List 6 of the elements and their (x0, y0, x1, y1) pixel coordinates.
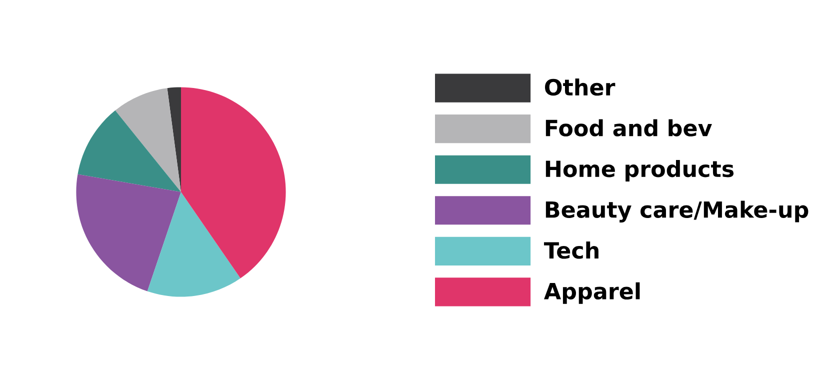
legend-label: Apparel (544, 282, 640, 304)
legend-label: Home products (546, 160, 734, 182)
legend-label: Other (544, 78, 616, 96)
legend-label: Tech (544, 242, 598, 259)
legend-label: Food and bev (546, 119, 712, 136)
legend-label: Beauty care/Make-up (546, 200, 808, 222)
